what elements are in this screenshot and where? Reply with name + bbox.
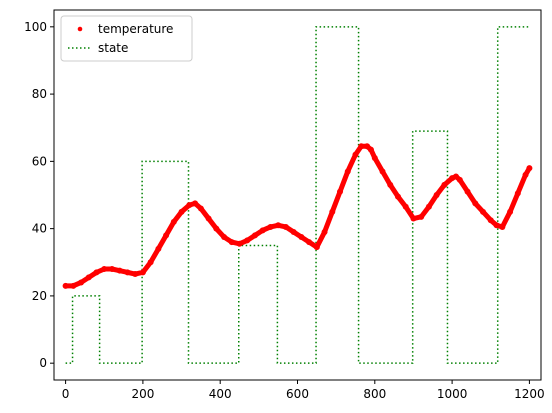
data-point-temperature bbox=[155, 245, 162, 252]
data-point-temperature bbox=[367, 146, 374, 153]
data-point-temperature bbox=[93, 269, 100, 276]
data-point-temperature bbox=[139, 269, 146, 276]
data-point-temperature bbox=[337, 188, 344, 195]
data-point-temperature bbox=[163, 232, 170, 239]
data-point-temperature bbox=[464, 188, 471, 195]
legend-label-state: state bbox=[98, 41, 128, 55]
data-point-temperature bbox=[472, 200, 479, 207]
data-point-temperature bbox=[499, 223, 506, 230]
data-point-temperature bbox=[352, 151, 359, 158]
data-point-temperature bbox=[244, 237, 251, 244]
data-point-temperature bbox=[85, 274, 92, 281]
x-tick-label: 1000 bbox=[437, 387, 468, 401]
data-point-temperature bbox=[267, 223, 274, 230]
ticks-layer: 0 200 400 600 800 1000 1200 0 20 40 60 80 100 bbox=[24, 20, 545, 401]
x-tick-label: 800 bbox=[363, 387, 386, 401]
data-point-temperature bbox=[101, 266, 108, 272]
data-point-temperature bbox=[306, 239, 313, 246]
data-point-temperature bbox=[418, 213, 425, 220]
data-point-temperature bbox=[178, 208, 185, 215]
data-point-temperature bbox=[456, 176, 463, 183]
series-line-state bbox=[65, 26, 530, 364]
data-point-temperature bbox=[433, 192, 440, 198]
data-point-temperature bbox=[213, 225, 220, 232]
data-point-temperature bbox=[329, 208, 336, 215]
data-point-temperature bbox=[236, 240, 243, 247]
data-point-temperature bbox=[298, 234, 305, 241]
data-point-temperature bbox=[364, 143, 371, 150]
data-point-temperature bbox=[441, 181, 448, 188]
y-tick-label: 0 bbox=[39, 356, 47, 370]
data-point-temperature bbox=[452, 173, 459, 180]
series-line-temperature bbox=[63, 143, 532, 289]
x-tick-label: 400 bbox=[209, 387, 232, 401]
data-point-temperature bbox=[116, 267, 123, 274]
data-point-temperature bbox=[410, 215, 417, 222]
data-point-temperature bbox=[186, 202, 193, 209]
legend: temperature state bbox=[60, 15, 193, 62]
legend-marker-temperature bbox=[77, 26, 83, 32]
data-point-temperature bbox=[197, 205, 204, 212]
data-point-temperature bbox=[371, 155, 378, 161]
data-point-temperature bbox=[402, 203, 409, 210]
data-point-temperature bbox=[493, 222, 500, 229]
data-point-temperature bbox=[507, 208, 514, 215]
x-tick-label: 1200 bbox=[514, 387, 545, 401]
y-tick-label: 60 bbox=[32, 154, 47, 168]
legend-label-temperature: temperature bbox=[98, 22, 173, 36]
data-point-temperature bbox=[205, 215, 212, 222]
data-point-temperature bbox=[487, 217, 494, 224]
data-point-temperature bbox=[344, 168, 351, 175]
data-point-temperature bbox=[514, 190, 521, 197]
y-tick-label: 40 bbox=[32, 222, 47, 236]
data-point-temperature bbox=[275, 222, 282, 229]
data-point-temperature bbox=[290, 229, 297, 235]
data-point-temperature bbox=[526, 165, 533, 172]
data-point-temperature bbox=[313, 244, 320, 251]
data-point-temperature bbox=[132, 271, 139, 278]
data-point-temperature bbox=[221, 234, 228, 241]
plot-layer bbox=[62, 26, 533, 364]
data-point-temperature bbox=[387, 181, 394, 188]
data-point-temperature bbox=[70, 282, 77, 289]
x-tick-label: 200 bbox=[131, 387, 154, 401]
x-tick-label: 600 bbox=[286, 387, 309, 401]
data-point-temperature bbox=[228, 239, 235, 246]
data-point-temperature bbox=[259, 227, 266, 234]
data-point-temperature bbox=[251, 232, 258, 239]
data-point-temperature bbox=[108, 266, 115, 272]
y-tick-label: 80 bbox=[32, 87, 47, 101]
data-point-temperature bbox=[62, 282, 69, 289]
data-point-temperature bbox=[522, 171, 529, 178]
data-point-temperature bbox=[379, 168, 386, 175]
data-point-temperature bbox=[394, 193, 401, 200]
data-point-temperature bbox=[147, 259, 154, 266]
data-point-temperature bbox=[170, 218, 177, 225]
y-tick-label: 100 bbox=[24, 20, 47, 34]
data-point-temperature bbox=[282, 223, 289, 230]
x-tick-label: 0 bbox=[62, 387, 70, 401]
data-point-temperature bbox=[321, 229, 328, 235]
data-point-temperature bbox=[192, 200, 199, 207]
data-point-temperature bbox=[480, 208, 487, 215]
data-point-temperature bbox=[358, 143, 365, 150]
data-point-temperature bbox=[124, 269, 131, 276]
data-point-temperature bbox=[425, 203, 432, 210]
data-point-temperature bbox=[78, 279, 85, 286]
y-tick-label: 20 bbox=[32, 289, 47, 303]
legend-box bbox=[60, 15, 193, 62]
